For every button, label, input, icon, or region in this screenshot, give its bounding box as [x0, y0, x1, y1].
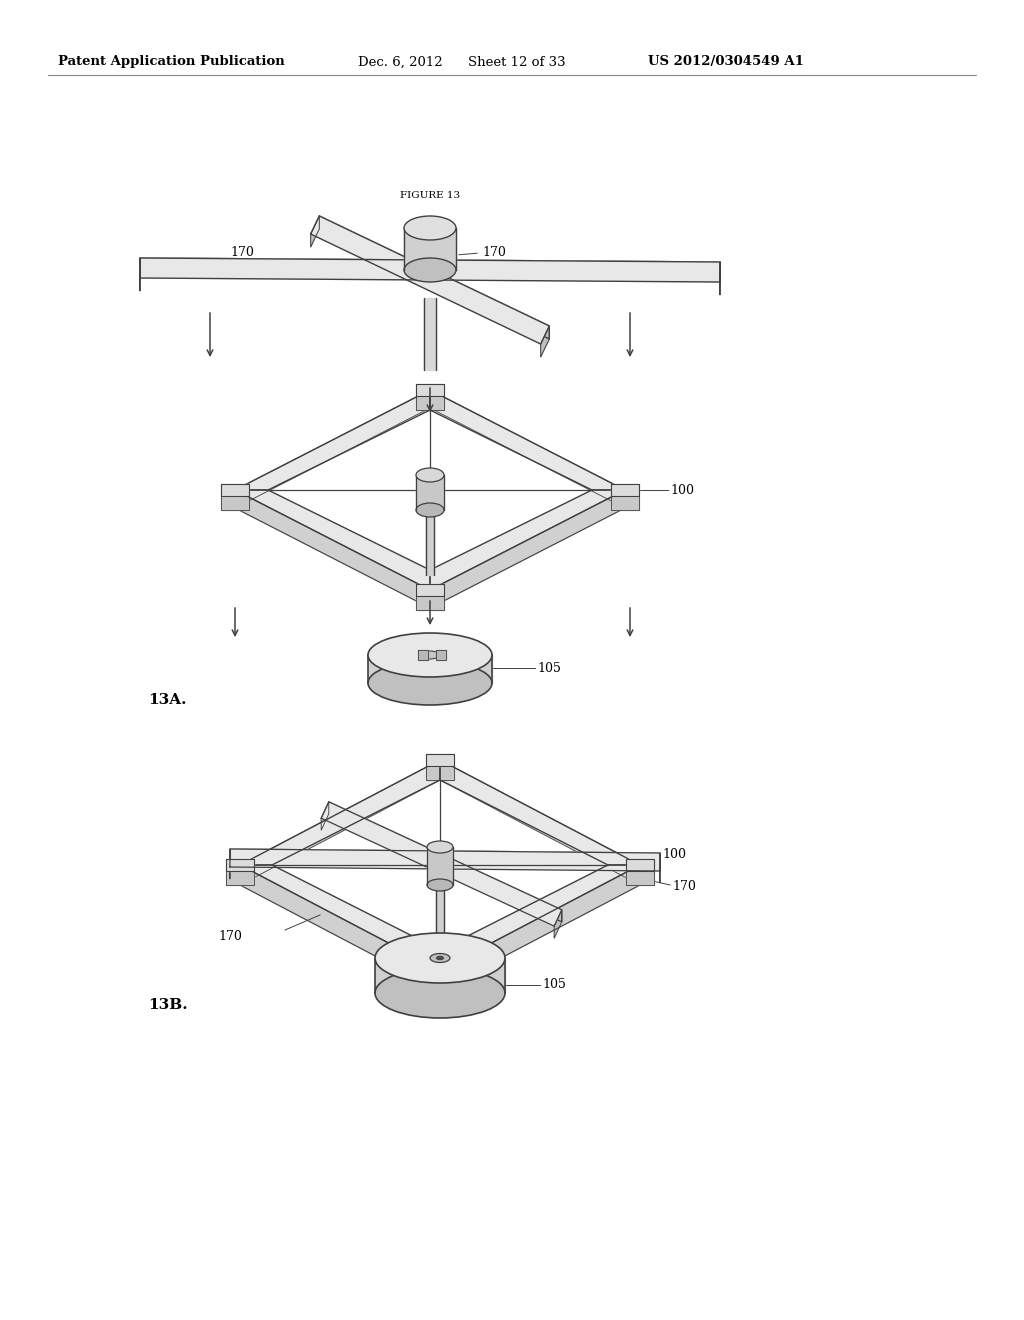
Ellipse shape — [436, 956, 443, 960]
Text: 170: 170 — [672, 879, 696, 892]
Text: 13A.: 13A. — [148, 693, 186, 708]
Polygon shape — [140, 257, 720, 275]
Ellipse shape — [421, 651, 439, 659]
Polygon shape — [368, 655, 492, 682]
Polygon shape — [430, 389, 625, 508]
Polygon shape — [404, 228, 456, 271]
Text: US 2012/0304549 A1: US 2012/0304549 A1 — [648, 55, 804, 69]
Polygon shape — [234, 490, 430, 609]
Polygon shape — [436, 884, 444, 945]
Polygon shape — [440, 865, 640, 990]
Polygon shape — [416, 384, 444, 396]
Ellipse shape — [368, 661, 492, 705]
Ellipse shape — [416, 503, 444, 517]
Text: 170: 170 — [482, 246, 506, 259]
Polygon shape — [234, 490, 430, 590]
Text: Sheet 12 of 33: Sheet 12 of 33 — [468, 55, 565, 69]
Ellipse shape — [404, 257, 456, 282]
Text: Patent Application Publication: Patent Application Publication — [58, 55, 285, 69]
Polygon shape — [430, 490, 625, 590]
Text: 105: 105 — [537, 661, 561, 675]
Polygon shape — [626, 859, 654, 871]
Text: FIGURE 13: FIGURE 13 — [400, 190, 460, 199]
Polygon shape — [541, 326, 549, 356]
Polygon shape — [440, 760, 640, 884]
Polygon shape — [416, 597, 444, 610]
Polygon shape — [418, 649, 428, 660]
Ellipse shape — [427, 841, 453, 853]
Polygon shape — [322, 801, 562, 927]
Polygon shape — [310, 216, 319, 247]
Polygon shape — [426, 510, 434, 576]
Polygon shape — [611, 496, 639, 510]
Polygon shape — [319, 216, 549, 339]
Polygon shape — [440, 760, 640, 865]
Polygon shape — [426, 975, 454, 990]
Polygon shape — [234, 389, 430, 490]
Polygon shape — [221, 496, 249, 510]
Text: 105: 105 — [542, 978, 566, 991]
Ellipse shape — [427, 879, 453, 891]
Polygon shape — [430, 389, 625, 490]
Polygon shape — [440, 865, 640, 970]
Polygon shape — [416, 396, 444, 411]
Polygon shape — [427, 847, 453, 884]
Text: 100: 100 — [670, 483, 694, 496]
Polygon shape — [416, 583, 444, 597]
Polygon shape — [230, 849, 660, 865]
Polygon shape — [436, 649, 446, 660]
Polygon shape — [426, 964, 454, 975]
Text: 170: 170 — [218, 931, 242, 944]
Text: Dec. 6, 2012: Dec. 6, 2012 — [358, 55, 442, 69]
Ellipse shape — [375, 933, 505, 983]
Polygon shape — [416, 475, 444, 510]
Polygon shape — [322, 801, 329, 830]
Polygon shape — [221, 484, 249, 496]
Polygon shape — [240, 760, 440, 865]
Polygon shape — [554, 909, 562, 939]
Polygon shape — [426, 754, 454, 766]
Ellipse shape — [404, 216, 456, 240]
Polygon shape — [611, 484, 639, 496]
Polygon shape — [240, 760, 440, 884]
Polygon shape — [230, 849, 660, 871]
Polygon shape — [310, 216, 549, 345]
Polygon shape — [626, 871, 654, 884]
Polygon shape — [240, 865, 440, 990]
Ellipse shape — [430, 953, 450, 962]
Polygon shape — [426, 766, 454, 780]
Text: 100: 100 — [662, 847, 686, 861]
Polygon shape — [424, 298, 436, 370]
Text: 170: 170 — [230, 247, 254, 260]
Ellipse shape — [375, 968, 505, 1018]
Polygon shape — [140, 257, 720, 282]
Ellipse shape — [368, 634, 492, 677]
Polygon shape — [329, 801, 562, 921]
Polygon shape — [240, 865, 440, 970]
Polygon shape — [375, 958, 505, 993]
Polygon shape — [234, 389, 430, 508]
Polygon shape — [226, 859, 254, 871]
Text: 13B.: 13B. — [148, 998, 187, 1012]
Ellipse shape — [416, 469, 444, 482]
Polygon shape — [226, 871, 254, 884]
Polygon shape — [430, 490, 625, 609]
